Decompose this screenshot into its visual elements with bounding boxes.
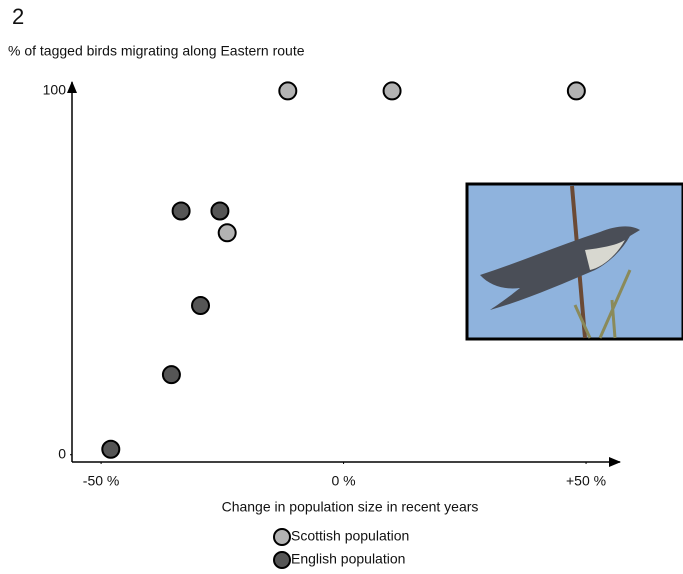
x-tick-label: +50 % [566,473,606,489]
x-tick-label: -50 % [83,473,120,489]
legend-label: English population [291,551,405,567]
point [191,296,211,316]
y-tick-label: 0 [58,445,66,461]
x-tick-label: 0 % [332,473,356,489]
bird-photo [465,182,683,341]
panel-label: 2 [12,4,24,29]
y-axis-label: % of tagged birds migrating along Easter… [8,43,305,59]
point [278,81,298,101]
point [382,81,402,101]
legend-marker [273,528,291,546]
point [210,201,230,221]
legend-label: Scottish population [291,528,409,544]
point [161,365,181,385]
point [566,81,586,101]
point [101,439,121,459]
x-axis-label: Change in population size in recent year… [222,499,479,515]
legend-marker [273,551,291,569]
point [171,201,191,221]
y-tick-label: 100 [43,82,67,98]
point [217,223,237,243]
